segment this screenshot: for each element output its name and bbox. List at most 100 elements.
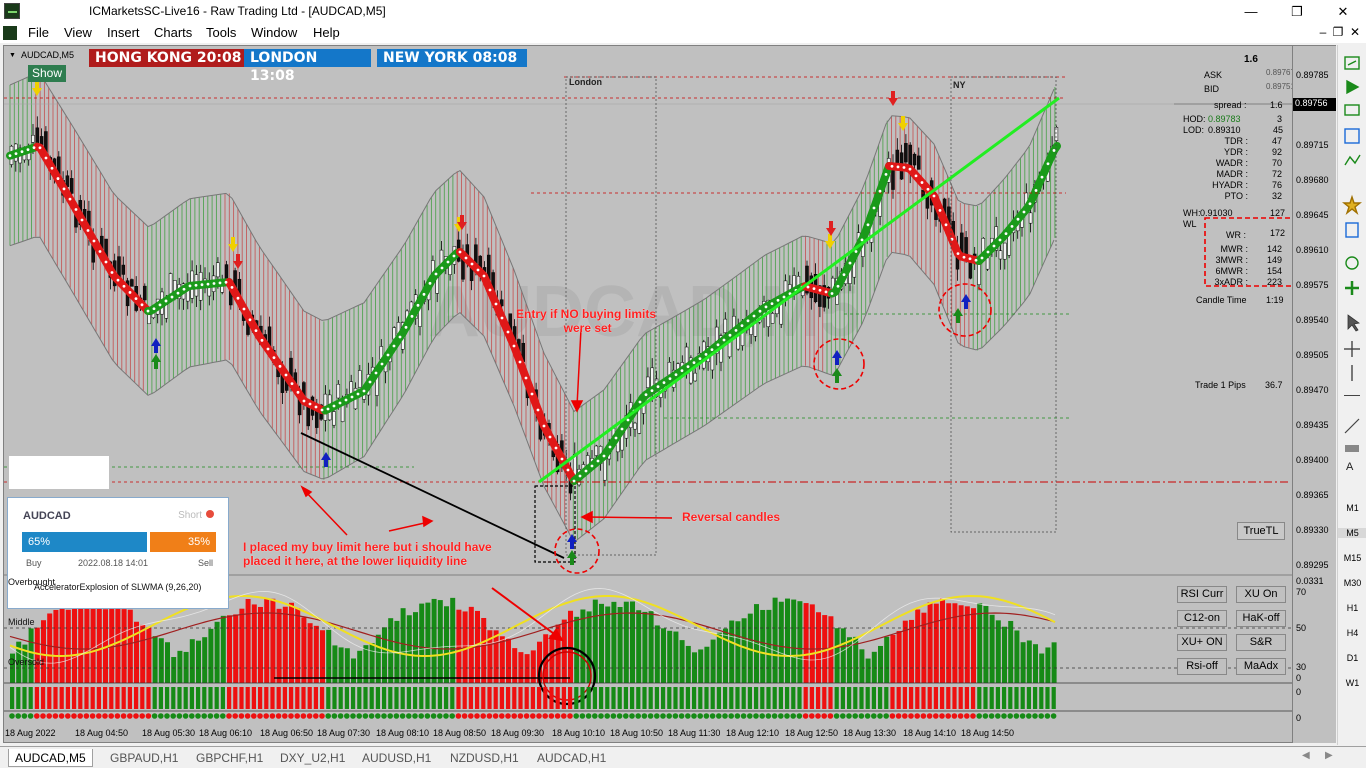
tab-scroll-left-icon[interactable]: ◀ xyxy=(1302,750,1310,761)
price-scale[interactable]: 0.89785 0.89756 0.89715 0.89680 0.89645 … xyxy=(1293,45,1336,743)
range-label: 6MWR : xyxy=(1215,266,1249,276)
signal-arrows xyxy=(32,81,971,565)
hak-off-button[interactable]: HaK-off xyxy=(1236,610,1286,627)
minimize-button[interactable]: — xyxy=(1244,4,1258,19)
menu-help[interactable]: Help xyxy=(313,25,340,40)
s-and-r-button[interactable]: S&R xyxy=(1236,634,1286,651)
price-chart-canvas[interactable]: AUDCAD,M5 xyxy=(4,46,1293,743)
symbol-dropdown-icon[interactable]: ▼ xyxy=(9,52,16,59)
osc-scale-label: 0 xyxy=(1296,713,1302,723)
annotation-arrows xyxy=(300,328,673,536)
c12-on-button[interactable]: C12-on xyxy=(1177,610,1227,627)
stat-label: MADR : xyxy=(1216,169,1249,179)
cursor-icon[interactable] xyxy=(1347,314,1360,332)
oscillator-histogram xyxy=(10,597,1057,683)
range-value: 154 xyxy=(1266,266,1282,276)
rsi-curr-button[interactable]: RSI Curr xyxy=(1177,586,1227,603)
timeframe-h4[interactable]: H4 xyxy=(1346,628,1359,638)
time-label: 18 Aug 14:50 xyxy=(961,728,1015,738)
osc-indicator-name: AcceleratorExplosion of SLWMA (9,26,20) xyxy=(34,582,202,592)
trade-pips-value: 36.7 xyxy=(1265,380,1283,390)
new-chart-icon[interactable] xyxy=(1344,56,1360,70)
price-label: 0.89470 xyxy=(1296,385,1329,395)
time-label: 18 Aug 10:50 xyxy=(610,728,664,738)
timeframe-m1[interactable]: M1 xyxy=(1346,503,1359,513)
zoom-in-icon[interactable] xyxy=(1345,281,1359,295)
tab-audcad-h1[interactable]: AUDCAD,H1 xyxy=(537,751,607,765)
star-icon[interactable] xyxy=(1342,194,1362,216)
price-label: 0.89295 xyxy=(1296,560,1329,570)
trendline-tools: A xyxy=(1344,418,1360,473)
timeframe-m15[interactable]: M15 xyxy=(1343,553,1362,563)
crosshair-icon[interactable] xyxy=(1344,341,1360,357)
truetl-button[interactable]: TrueTL xyxy=(1237,522,1285,540)
stat-value: 76 xyxy=(1271,180,1282,190)
hod-label: HOD: xyxy=(1183,114,1206,124)
maadx-button[interactable]: MaAdx xyxy=(1236,658,1286,675)
close-button[interactable]: ✕ xyxy=(1337,4,1349,19)
menu-file[interactable]: File xyxy=(28,25,49,40)
tab-gbpaud-h1[interactable]: GBPAUD,H1 xyxy=(110,751,179,765)
xu-plus-on-button[interactable]: XU+ ON xyxy=(1177,634,1227,651)
osc-scale-label: 0 xyxy=(1296,687,1302,697)
child-minimize-button[interactable]: – xyxy=(1319,25,1327,39)
tab-audusd-h1[interactable]: AUDUSD,H1 xyxy=(362,751,432,765)
wh-value: 127 xyxy=(1270,208,1286,218)
menu-window[interactable]: Window xyxy=(251,25,298,40)
maximize-button[interactable]: ❐ xyxy=(1291,4,1303,19)
menu-charts[interactable]: Charts xyxy=(154,25,193,40)
refresh-icon[interactable] xyxy=(1345,256,1359,270)
tab-dxy-u2-h1[interactable]: DXY_U2,H1 xyxy=(280,751,346,765)
time-label: 18 Aug 12:10 xyxy=(726,728,780,738)
trend-line xyxy=(538,96,1060,484)
candle-time-value: 1:19 xyxy=(1266,295,1284,305)
play-icon[interactable] xyxy=(1346,79,1360,95)
time-label: 18 Aug 06:50 xyxy=(260,728,314,738)
hod-value: 3 xyxy=(1277,114,1283,124)
tab-gbpchf-h1[interactable]: GBPCHF,H1 xyxy=(196,751,264,765)
chart-shift-icon[interactable] xyxy=(1344,104,1360,116)
signal-circle xyxy=(554,528,600,574)
osc-scale-label: 0 xyxy=(1296,673,1302,683)
tab-nzdusd-h1[interactable]: NZDUSD,H1 xyxy=(450,751,519,765)
layers-icon[interactable] xyxy=(1345,222,1359,238)
osc-scale-label: 50 xyxy=(1296,623,1307,633)
stat-label: TDR : xyxy=(1224,136,1249,146)
reversal-box xyxy=(534,485,576,563)
time-label: 18 Aug 05:30 xyxy=(142,728,196,738)
tab-audcad-m5[interactable]: AUDCAD,M5 xyxy=(8,749,93,767)
spread-label: spread : xyxy=(1214,100,1247,110)
timeframe-m5[interactable]: M5 xyxy=(1338,528,1366,538)
wh-label: WH: xyxy=(1183,208,1201,218)
menu-insert[interactable]: Insert xyxy=(107,25,140,40)
timeframe-d1[interactable]: D1 xyxy=(1346,653,1359,663)
menu-view[interactable]: View xyxy=(64,25,92,40)
horizontal-line-icon[interactable] xyxy=(1344,395,1360,396)
range-value: 149 xyxy=(1266,255,1282,265)
price-label: 0.89680 xyxy=(1296,175,1329,185)
indicator-icon[interactable] xyxy=(1344,154,1361,166)
stat-label: WADR : xyxy=(1215,158,1248,168)
time-label: 18 Aug 10:10 xyxy=(552,728,606,738)
price-label: 0.89575 xyxy=(1296,280,1329,290)
buy-percentage-bar: 65% xyxy=(22,532,147,552)
timeframe-h1[interactable]: H1 xyxy=(1346,603,1359,613)
xu-on-button[interactable]: XU On xyxy=(1236,586,1286,603)
time-scale: 18 Aug 2022 18 Aug 04:50 18 Aug 05:30 18… xyxy=(3,727,1293,743)
template-icon[interactable] xyxy=(1344,128,1360,144)
chart-area[interactable]: AUDCAD,M5 xyxy=(3,45,1293,743)
show-button[interactable]: Show xyxy=(28,65,66,82)
london-session-box xyxy=(565,76,657,556)
timeframe-w1[interactable]: W1 xyxy=(1345,678,1360,688)
child-restore-button[interactable]: ❐ xyxy=(1332,25,1344,39)
time-label: 18 Aug 07:30 xyxy=(317,728,371,738)
right-toolbar: A M1 M5 M15 M30 H1 H4 D1 W1 xyxy=(1337,45,1366,745)
menu-tools[interactable]: Tools xyxy=(206,25,237,40)
osc-middle-label: Middle xyxy=(8,617,35,627)
time-label: 18 Aug 08:50 xyxy=(433,728,487,738)
tab-scroll-right-icon[interactable]: ▶ xyxy=(1325,750,1333,761)
rsi-off-button[interactable]: Rsi-off xyxy=(1177,658,1227,675)
price-label: 0.89785 xyxy=(1296,70,1329,80)
child-close-button[interactable]: ✕ xyxy=(1349,25,1361,39)
timeframe-m30[interactable]: M30 xyxy=(1343,578,1362,588)
